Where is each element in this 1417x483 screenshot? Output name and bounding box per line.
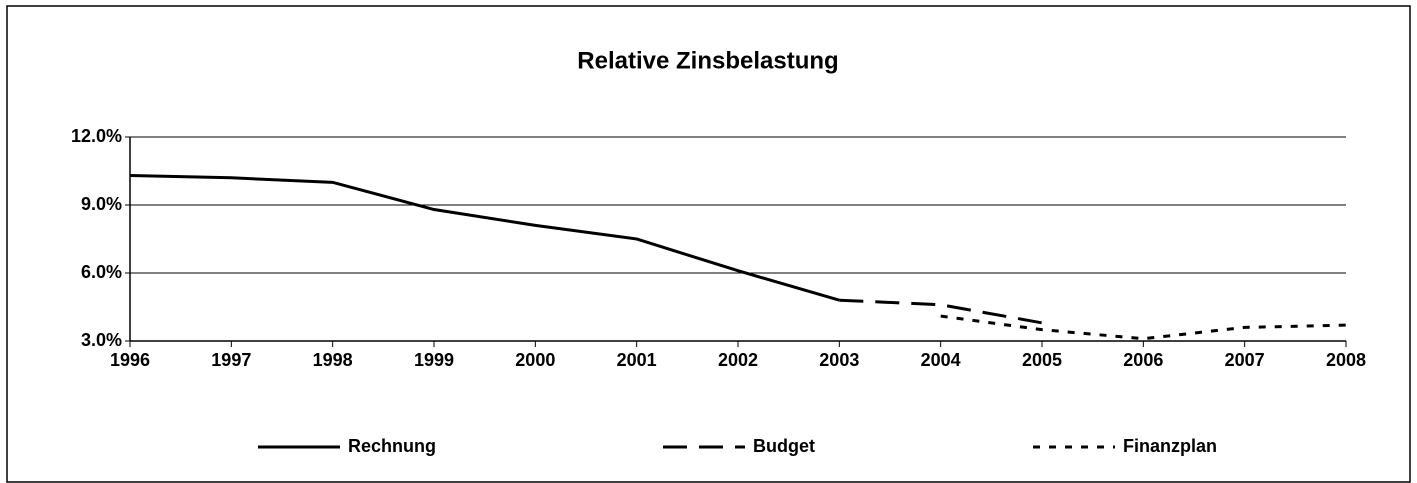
series-line [940, 314, 1347, 341]
legend-label: Budget [753, 436, 815, 456]
chart-title: Relative Zinsbelastung [577, 47, 838, 74]
x-tick-label: 2006 [1123, 350, 1163, 370]
y-tick-label: 12.0% [71, 126, 122, 146]
x-tick-label: 2001 [617, 350, 657, 370]
legend-label: Rechnung [348, 436, 436, 456]
x-tick-label: 1998 [313, 350, 353, 370]
x-tick-label: 1999 [414, 350, 454, 370]
x-tick-label: 2000 [515, 350, 555, 370]
legend-label: Finanzplan [1123, 436, 1217, 456]
x-tick-label: 2008 [1326, 350, 1366, 370]
x-tick-label: 2004 [921, 350, 961, 370]
y-tick-label: 9.0% [81, 194, 122, 214]
x-tick-label: 1996 [110, 350, 150, 370]
series-line [129, 174, 840, 302]
y-tick-label: 6.0% [81, 262, 122, 282]
chart-frame [6, 5, 1411, 483]
x-tick-label: 2003 [819, 350, 859, 370]
x-tick-label: 1997 [211, 350, 251, 370]
x-tick-label: 2005 [1022, 350, 1062, 370]
y-tick-label: 3.0% [81, 330, 122, 350]
x-tick-label: 2007 [1225, 350, 1265, 370]
x-tick-label: 2002 [718, 350, 758, 370]
